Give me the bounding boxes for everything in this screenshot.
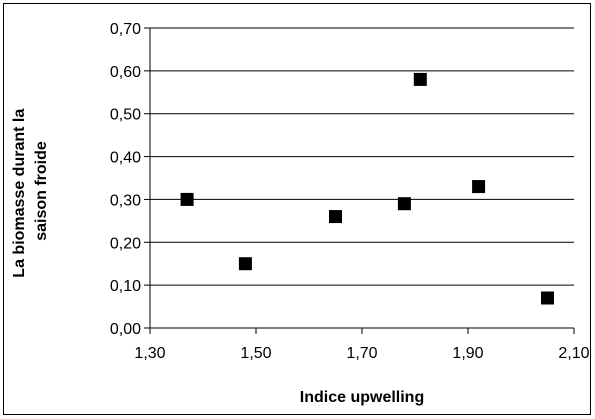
y-tick-label: 0,20 bbox=[110, 235, 141, 252]
y-tick-label: 0,60 bbox=[110, 64, 141, 81]
data-point bbox=[329, 210, 342, 224]
y-tick-labels: 0,00 0,10 0,20 0,30 0,40 0,50 0,60 0,70 bbox=[110, 21, 141, 338]
chart-frame bbox=[3, 3, 591, 415]
data-points bbox=[180, 72, 554, 305]
gridlines bbox=[150, 27, 574, 286]
data-point bbox=[472, 180, 486, 194]
data-point bbox=[180, 192, 194, 206]
data-point bbox=[397, 197, 411, 211]
x-tick-label: 2,10 bbox=[558, 345, 589, 362]
x-tick-labels: 1,30 1,50 1,70 1,90 2,10 bbox=[134, 345, 589, 362]
y-axis-title: La biomasse durant la saison froide bbox=[11, 104, 50, 277]
x-tick-label: 1,90 bbox=[452, 345, 483, 362]
y-tick-label: 0,00 bbox=[110, 321, 141, 338]
x-tick-label: 1,30 bbox=[134, 345, 165, 362]
y-tick-label: 0,50 bbox=[110, 107, 141, 124]
x-tick-label: 1,70 bbox=[346, 345, 377, 362]
y-axis-title-line-2: saison froide bbox=[33, 141, 50, 241]
y-axis-title-line-1: La biomasse durant la bbox=[11, 109, 28, 278]
y-tick-label: 0,10 bbox=[110, 278, 141, 295]
y-tick-label: 0,70 bbox=[110, 21, 141, 38]
data-point bbox=[238, 257, 252, 271]
y-tick-label: 0,30 bbox=[110, 192, 141, 209]
axes bbox=[144, 27, 575, 334]
data-point bbox=[413, 72, 427, 86]
data-point bbox=[541, 291, 554, 305]
y-tick-label: 0,40 bbox=[110, 150, 141, 167]
x-axis-title: Indice upwelling bbox=[300, 389, 424, 406]
x-tick-label: 1,50 bbox=[240, 345, 271, 362]
